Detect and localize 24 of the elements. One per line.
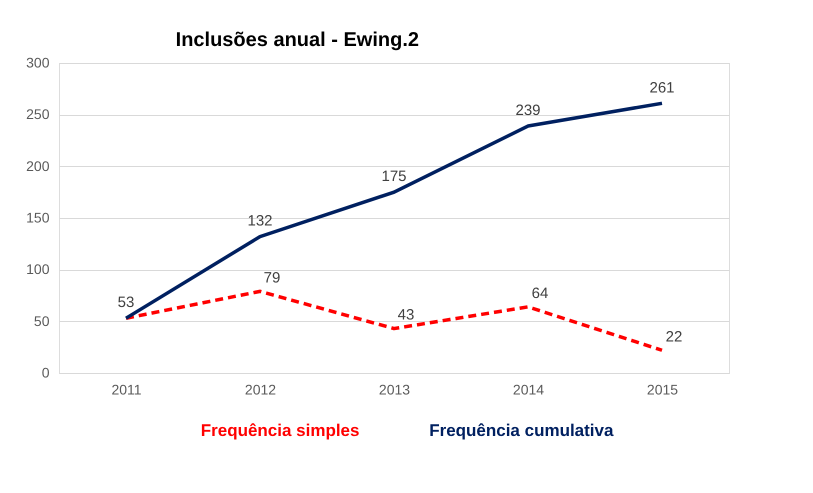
data-label: 261	[649, 79, 675, 96]
y-tick-label: 0	[42, 364, 50, 380]
data-label: 22	[666, 328, 682, 346]
x-tick-label: 2012	[244, 382, 276, 398]
x-tick-label: 2014	[512, 382, 544, 398]
chart-title: Inclusões anual - Ewing.2	[176, 29, 420, 51]
y-tick-label: 300	[26, 54, 50, 70]
x-tick-label: 2015	[646, 382, 678, 398]
text: Frequência simples	[200, 421, 360, 440]
data-label: 64	[532, 284, 548, 302]
data-label: 53	[118, 294, 134, 312]
y-tick-label: 50	[34, 312, 50, 329]
y-tick-label: 200	[26, 158, 50, 174]
data-label: 43	[398, 306, 414, 324]
y-tick-label: 100	[26, 261, 50, 278]
y-tick-label: 150	[26, 210, 50, 226]
data-label: 175	[381, 168, 407, 186]
data-label: 132	[247, 212, 273, 230]
text: Frequência cumulativa	[429, 421, 614, 440]
x-tick-label: 2013	[378, 382, 410, 398]
data-label: 239	[515, 102, 541, 120]
y-tick-label: 250	[26, 106, 50, 122]
x-tick-label: 2011	[111, 382, 142, 398]
data-label: 79	[264, 269, 280, 286]
